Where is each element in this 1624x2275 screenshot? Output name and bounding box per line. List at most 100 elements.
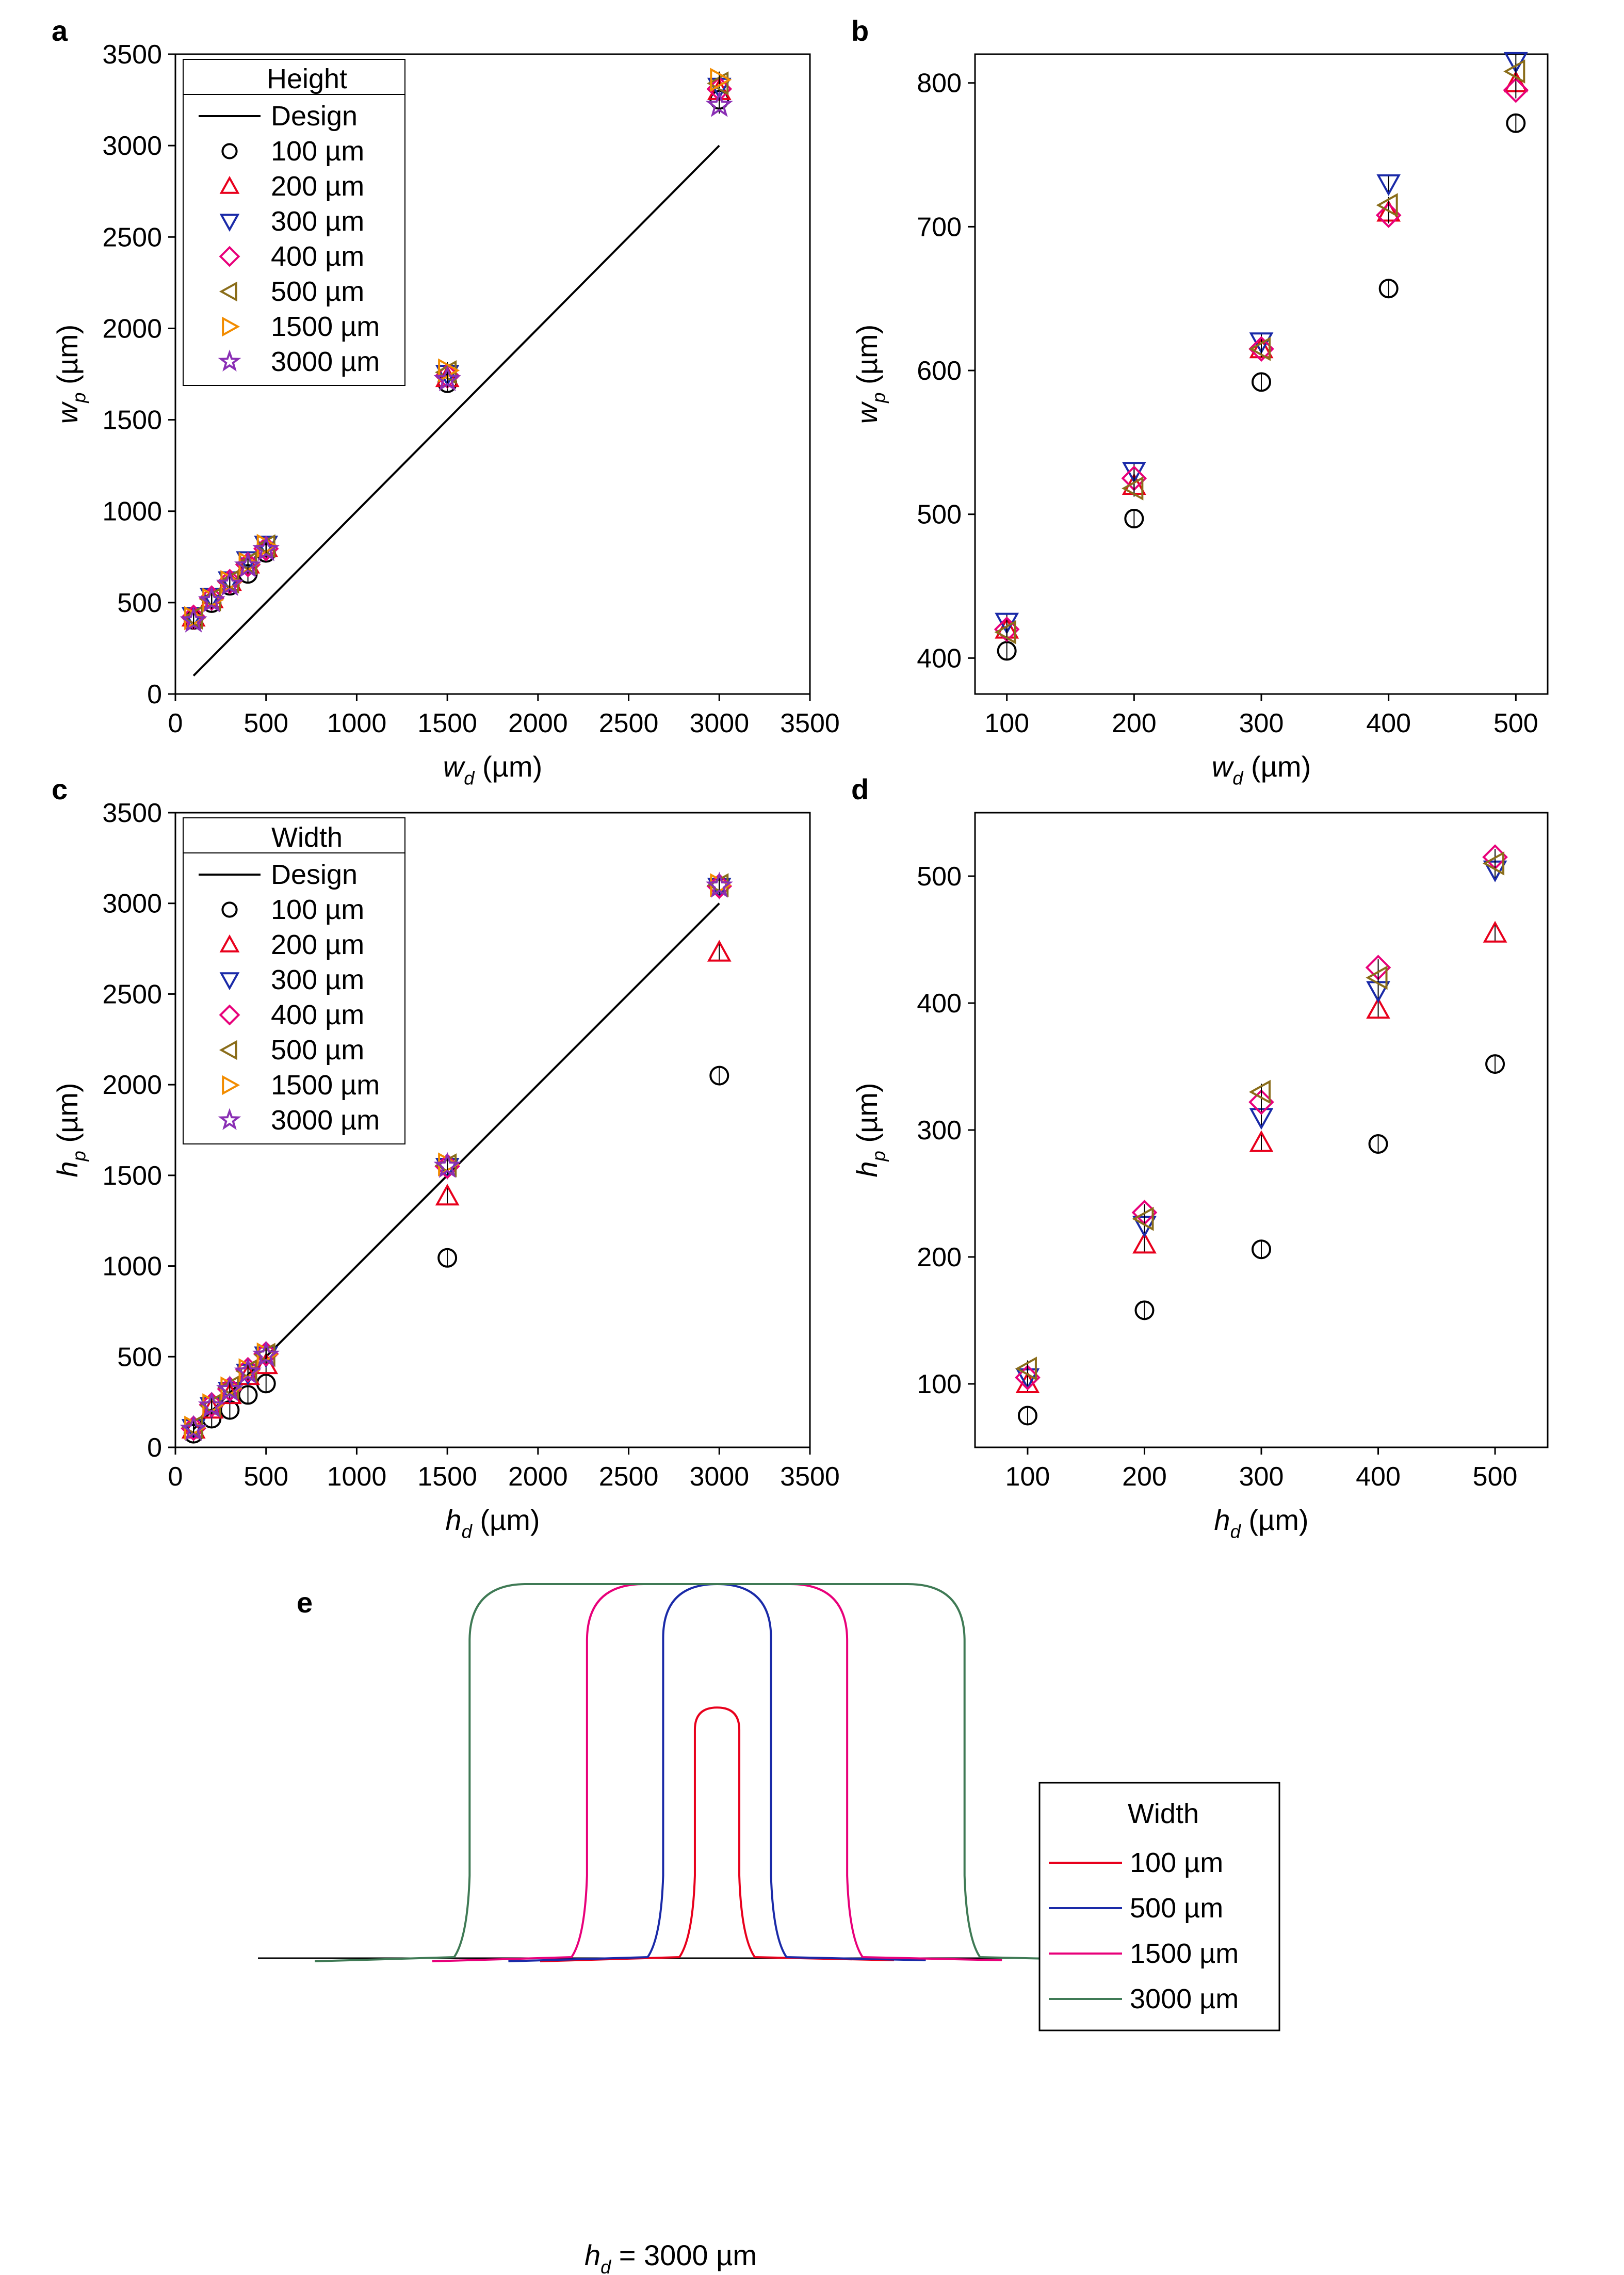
legend-design-label: Design [271, 859, 358, 890]
y-tick-label: 2500 [102, 979, 162, 1009]
x-axis-label-sub: d [1232, 768, 1244, 789]
plot-frame [174, 812, 811, 1448]
y-axis-label: hp (µm) [851, 1083, 889, 1177]
legend-label: 1500 µm [1130, 1938, 1239, 1969]
data-point [705, 872, 733, 898]
x-axis-label-main: h [445, 1504, 461, 1536]
y-axis-label-sub: p [868, 393, 889, 404]
profile-curve [315, 1583, 1119, 1962]
y-axis-label-main: w [51, 401, 84, 424]
panel-label: e [297, 1586, 313, 1619]
data-point [216, 1375, 244, 1401]
x-axis-label-sub: d [464, 768, 475, 789]
data-point [1503, 59, 1525, 84]
caption-main: h [584, 2239, 600, 2271]
legend-marker [222, 316, 240, 337]
panel-label: b [851, 14, 869, 47]
legend-label: 200 µm [271, 171, 364, 202]
y-tick-label: 500 [117, 588, 162, 618]
y-tick-label: 3000 [102, 889, 162, 919]
y-axis-label-sub: p [69, 393, 90, 404]
x-axis-label-main: w [1212, 750, 1235, 783]
svg-text:hd (µm): hd (µm) [445, 1504, 540, 1542]
data-point [1252, 372, 1271, 392]
legend-marker [219, 1040, 237, 1060]
x-tick-label: 400 [1366, 708, 1411, 738]
panel-label: a [52, 14, 68, 47]
legend-marker [219, 246, 240, 267]
legend-label: 100 µm [271, 136, 364, 167]
data-point [435, 1184, 460, 1206]
legend-marker [221, 143, 238, 159]
data-point [1249, 1130, 1274, 1152]
svg-text:wd (µm): wd (µm) [1212, 750, 1311, 789]
x-tick-label: 3500 [780, 1462, 840, 1492]
x-axis-label: wd (µm) [1212, 750, 1311, 789]
x-axis-label-unit: (µm) [474, 750, 542, 783]
x-axis-label-main: h [1214, 1504, 1230, 1536]
data-point [705, 91, 733, 117]
x-tick-label: 500 [1493, 708, 1538, 738]
data-point [252, 535, 280, 561]
x-tick-label: 1500 [417, 708, 477, 738]
x-tick-label: 0 [168, 1462, 183, 1492]
legend-marker [219, 281, 237, 302]
panel-a: 0 500 1000 1500 2000 2500 3000 3500 0 500 1000 1500… [51, 14, 840, 789]
data-point [1368, 1134, 1388, 1154]
y-tick-label: 3500 [102, 40, 162, 70]
data-point [198, 586, 225, 612]
caption: hd = 3000 µm [584, 2239, 757, 2275]
profile-curve [540, 1706, 895, 1962]
x-axis-label: wd (µm) [443, 750, 542, 789]
x-tick-label: 500 [243, 1462, 288, 1492]
data-point [438, 358, 460, 383]
panel-e: e Width 100 µm 500 µm 1500 µm 3000 µm hd = 300… [258, 1583, 1280, 2275]
data-point [238, 1385, 258, 1405]
legend-box [183, 59, 405, 386]
data-point [1378, 279, 1399, 299]
y-tick-label: 100 [917, 1369, 962, 1399]
x-tick-label: 2500 [599, 1462, 659, 1492]
data-point [1132, 1232, 1157, 1254]
x-axis-label-unit: (µm) [1243, 750, 1311, 783]
legend-marker [219, 214, 240, 232]
legend-box [1038, 1782, 1280, 2031]
y-tick-label: 0 [147, 1433, 162, 1463]
panel-label: d [851, 773, 869, 805]
data-point [1483, 921, 1507, 943]
legend-label: 3000 µm [1130, 1983, 1239, 2014]
legend-label: 3000 µm [271, 1105, 380, 1136]
legend-marker [218, 1108, 241, 1130]
y-axis-label-unit: (µm) [51, 1083, 84, 1151]
svg-text:wd (µm): wd (µm) [443, 750, 542, 789]
y-axis-label-sub: p [69, 1151, 90, 1161]
svg-text:wp (µm): wp (µm) [51, 325, 90, 424]
y-axis-label-unit: (µm) [851, 1083, 883, 1151]
data-point [437, 1248, 458, 1268]
data-point [1017, 1406, 1037, 1426]
y-tick-label: 600 [917, 356, 962, 386]
y-tick-label: 400 [917, 989, 962, 1019]
x-tick-label: 100 [1005, 1462, 1050, 1492]
legend-label: 400 µm [271, 999, 364, 1030]
legend-marker [219, 972, 240, 991]
data-point [234, 1358, 262, 1384]
y-tick-label: 2000 [102, 314, 162, 344]
legend-label: 500 µm [271, 1035, 364, 1066]
svg-text:wp (µm): wp (µm) [851, 325, 889, 424]
legend-label: 500 µm [271, 276, 364, 307]
x-tick-label: 1000 [327, 1462, 387, 1492]
legend-title: Width [271, 822, 343, 853]
data-point [1485, 1054, 1505, 1074]
x-tick-label: 200 [1112, 708, 1157, 738]
y-tick-label: 1000 [102, 1252, 162, 1282]
data-point [1134, 1300, 1155, 1320]
legend-label: 200 µm [271, 929, 364, 960]
data-point [180, 606, 207, 633]
y-tick-label: 1500 [102, 406, 162, 435]
data-point [1122, 476, 1144, 501]
legend-label: 1500 µm [271, 311, 380, 342]
